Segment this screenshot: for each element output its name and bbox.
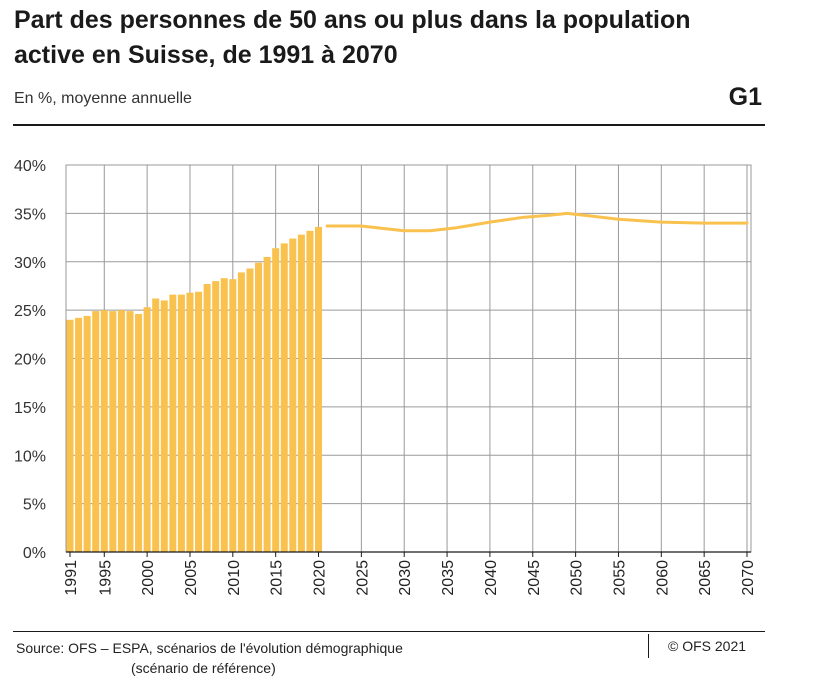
x-tick-label: 2045 [526, 560, 543, 596]
x-tick-label: 2065 [697, 560, 714, 596]
chart-title: Part des personnes de 50 ans ou plus dan… [14, 6, 691, 69]
bar [143, 307, 151, 552]
bar [83, 315, 91, 552]
x-axis-labels: 1991 1995 2000 2005 2010 2015 2020 2025 2030 2035… [63, 560, 757, 596]
x-tick-label: 2005 [183, 560, 200, 596]
bar [203, 284, 211, 552]
bar [297, 234, 305, 552]
line-series [325, 211, 749, 233]
x-tick-label: 2015 [269, 560, 286, 596]
footer-separator [648, 634, 649, 658]
x-tick-label: 2010 [226, 560, 243, 596]
x-tick-label: 2000 [140, 560, 157, 596]
bar [195, 291, 203, 552]
y-tick-label: 30% [14, 255, 46, 272]
x-tick-label: 2070 [740, 560, 757, 596]
x-tick-label: 2050 [569, 560, 586, 596]
bar [169, 294, 177, 552]
bar-series [66, 226, 323, 553]
bar [177, 294, 185, 552]
x-tick-label: 2025 [354, 560, 371, 596]
x-tick-label: 2040 [483, 560, 500, 596]
bar [135, 313, 143, 552]
chart-subtitle: En %, moyenne annuelle [14, 90, 192, 107]
bar [66, 319, 74, 552]
source-note: Source: OFS – ESPA, scénarios de l'évolu… [16, 638, 403, 678]
bar [212, 281, 220, 552]
bar [246, 268, 254, 552]
source-line-1: Source: OFS – ESPA, scénarios de l'évolu… [16, 640, 403, 656]
bar [152, 298, 160, 552]
y-tick-label: 25% [14, 303, 46, 320]
x-tick-label: 1995 [97, 560, 114, 596]
y-tick-label: 35% [14, 206, 46, 223]
y-tick-label: 5% [23, 497, 46, 514]
x-tick-label: 2060 [654, 560, 671, 596]
copyright: © OFS 2021 [668, 638, 747, 654]
bar [109, 311, 117, 552]
bar [306, 230, 314, 553]
y-axis-labels: 0% 5% 10% 15% 20% 25% 30% 35% 40% [14, 158, 46, 562]
bar [315, 226, 323, 553]
bar [160, 300, 168, 552]
y-tick-label: 40% [14, 158, 46, 175]
bar [289, 238, 297, 552]
y-tick-label: 0% [23, 545, 46, 562]
x-tick-label: 2030 [397, 560, 414, 596]
bar [255, 262, 263, 552]
footer-rule [13, 631, 765, 632]
y-tick-label: 10% [14, 448, 46, 465]
x-tick-label: 2055 [611, 560, 628, 596]
source-line-2: (scénario de référence) [131, 660, 276, 676]
bar [272, 248, 280, 552]
bar [126, 311, 134, 552]
bar [117, 310, 125, 552]
y-tick-label: 20% [14, 352, 46, 369]
bar [220, 278, 228, 552]
bar [92, 311, 100, 552]
bar [100, 310, 108, 552]
bar [75, 317, 83, 552]
bar [237, 272, 245, 552]
bar [263, 256, 271, 552]
x-tick-label: 2020 [312, 560, 329, 596]
header-rule [13, 124, 765, 126]
x-tick-label: 1991 [63, 560, 80, 596]
y-tick-label: 15% [14, 400, 46, 417]
chart-code: G1 [728, 83, 762, 111]
x-axis-ticks [69, 552, 748, 557]
bar [186, 292, 194, 552]
bar [229, 279, 237, 552]
x-tick-label: 2035 [440, 560, 457, 596]
bar [280, 243, 288, 552]
